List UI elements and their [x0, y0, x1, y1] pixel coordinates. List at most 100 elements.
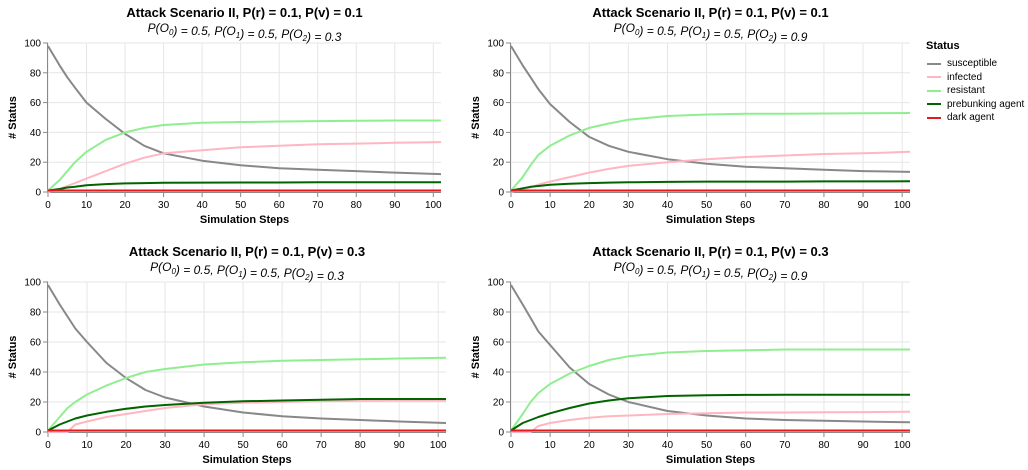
series-line-resistant: [47, 119, 441, 192]
chart-panel-1: 0 10 20 30 40 50 60 70 80 90 100020406080100Simula…: [7, 5, 442, 226]
x-tick-label: 100: [894, 200, 911, 211]
subtitle-subscript: 0: [171, 267, 176, 276]
y-tick-label: 0: [498, 428, 504, 439]
y-tick-label: 80: [493, 68, 505, 79]
y-axis-title: # Status: [470, 96, 482, 139]
legend-label: susceptible: [947, 58, 998, 70]
y-tick-label: 60: [493, 338, 505, 349]
subtitle-text: ) = 0.9: [771, 30, 808, 44]
series-line-prebunking-agent: [47, 181, 441, 192]
legend-item-infected: infected: [926, 71, 1024, 85]
subtitle-text: ) = 0.5, P(O: [637, 263, 701, 277]
y-tick-label: 100: [487, 278, 504, 289]
x-tick-label: 50: [701, 440, 713, 451]
series-line-resistant: [510, 348, 910, 432]
chart-panel-3: 0 10 20 30 40 50 60 70 80 90 100020406080100Simula…: [7, 244, 447, 466]
x-tick-label: 0: [508, 440, 514, 451]
chart-title: Attack Scenario II, P(r) = 0.1, P(v) = 0…: [126, 5, 362, 20]
x-tick-label: 60: [277, 440, 289, 451]
x-tick-label: 50: [238, 440, 250, 451]
y-tick-label: 80: [493, 308, 505, 319]
x-tick-label: 10: [545, 200, 557, 211]
x-tick-label: 70: [779, 440, 791, 451]
y-tick-label: 0: [498, 188, 504, 199]
subtitle-text: ) = 0.5, P(O: [238, 27, 302, 41]
chart-title: Attack Scenario II, P(r) = 0.1, P(v) = 0…: [592, 244, 828, 259]
y-tick-label: 40: [30, 128, 42, 139]
x-tick-label: 40: [197, 200, 209, 211]
series-line-prebunking-agent: [510, 180, 911, 192]
y-axis-title: # Status: [470, 336, 482, 379]
subtitle-subscript: 1: [236, 31, 240, 40]
x-tick-label: 60: [274, 200, 286, 211]
x-tick-label: 90: [857, 200, 869, 211]
series-line-infected: [510, 150, 911, 193]
x-tick-label: 20: [584, 440, 596, 451]
y-tick-label: 100: [24, 39, 41, 50]
chart-title: Attack Scenario II, P(r) = 0.1, P(v) = 0…: [129, 244, 365, 259]
y-tick-label: 40: [493, 368, 505, 379]
x-tick-label: 0: [508, 200, 514, 211]
subtitle-text: ) = 0.5, P(O: [704, 27, 768, 41]
y-tick-label: 20: [493, 398, 505, 409]
y-tick-label: 60: [493, 98, 505, 109]
subtitle-text: ) = 0.3: [305, 30, 342, 44]
x-tick-label: 100: [430, 440, 447, 451]
x-tick-label: 80: [818, 440, 830, 451]
series-line-susceptible: [510, 45, 911, 173]
series-line-resistant: [47, 356, 447, 432]
subtitle-subscript: 1: [238, 270, 242, 279]
subtitle-subscript: 2: [768, 34, 774, 43]
y-tick-label: 20: [30, 158, 42, 169]
series-line-susceptible: [47, 284, 447, 424]
series-line-prebunking-agent: [510, 393, 910, 432]
x-tick-label: 30: [623, 440, 635, 451]
subtitle-subscript: 2: [302, 34, 308, 43]
legend-swatch: [927, 103, 941, 106]
y-tick-label: 40: [30, 368, 42, 379]
subtitle-subscript: 1: [702, 31, 706, 40]
x-tick-label: 40: [199, 440, 211, 451]
legend-label: dark agent: [947, 112, 995, 124]
legend-item-prebunking-agent: prebunking agent: [926, 98, 1024, 112]
subtitle-subscript: 2: [768, 273, 774, 282]
y-tick-label: 20: [30, 398, 42, 409]
x-tick-label: 80: [351, 200, 363, 211]
x-tick-label: 60: [740, 440, 752, 451]
y-tick-label: 80: [30, 308, 42, 319]
chart-panel-2: 0 10 20 30 40 50 60 70 80 90 100020406080100Simula…: [470, 5, 911, 226]
legend-swatch: [927, 76, 941, 79]
y-axis-title: # Status: [7, 96, 19, 139]
x-tick-label: 30: [623, 200, 635, 211]
x-tick-label: 0: [45, 440, 51, 451]
subtitle-text: ) = 0.5, P(O: [637, 24, 701, 38]
subtitle-text: ) = 0.5, P(O: [174, 263, 238, 277]
x-tick-label: 80: [355, 440, 367, 451]
subtitle-text: ) = 0.5, P(O: [171, 24, 235, 38]
y-tick-label: 100: [487, 39, 504, 50]
legend-item-dark-agent: dark agent: [926, 111, 1024, 125]
y-tick-label: 60: [30, 98, 42, 109]
x-tick-label: 60: [740, 200, 752, 211]
y-tick-label: 0: [35, 428, 41, 439]
y-tick-label: 60: [30, 338, 42, 349]
chart-subtitle: P(O0) = 0.5, P(O1) = 0.5, P(O2) = 0.3: [148, 21, 342, 44]
series-line-infected: [511, 410, 911, 433]
x-tick-label: 100: [425, 200, 442, 211]
legend-swatch: [927, 116, 941, 119]
legend-title: Status: [926, 40, 960, 52]
x-axis-title: Simulation Steps: [202, 454, 291, 466]
subtitle-subscript: 1: [702, 270, 706, 279]
legend-item-susceptible: susceptible: [926, 57, 1024, 71]
chart-panel-4: 0 10 20 30 40 50 60 70 80 90 100020406080100Simula…: [470, 244, 911, 466]
x-tick-label: 90: [394, 440, 406, 451]
subtitle-subscript: 2: [304, 273, 310, 282]
x-axis-title: Simulation Steps: [200, 214, 289, 226]
subtitle-text: ) = 0.5, P(O: [704, 266, 768, 280]
chart-subtitle: P(O0) = 0.5, P(O1) = 0.5, P(O2) = 0.3: [150, 260, 344, 283]
x-tick-label: 0: [45, 200, 51, 211]
x-tick-label: 50: [235, 200, 247, 211]
legend-label: infected: [947, 71, 983, 83]
y-tick-label: 100: [24, 278, 41, 289]
